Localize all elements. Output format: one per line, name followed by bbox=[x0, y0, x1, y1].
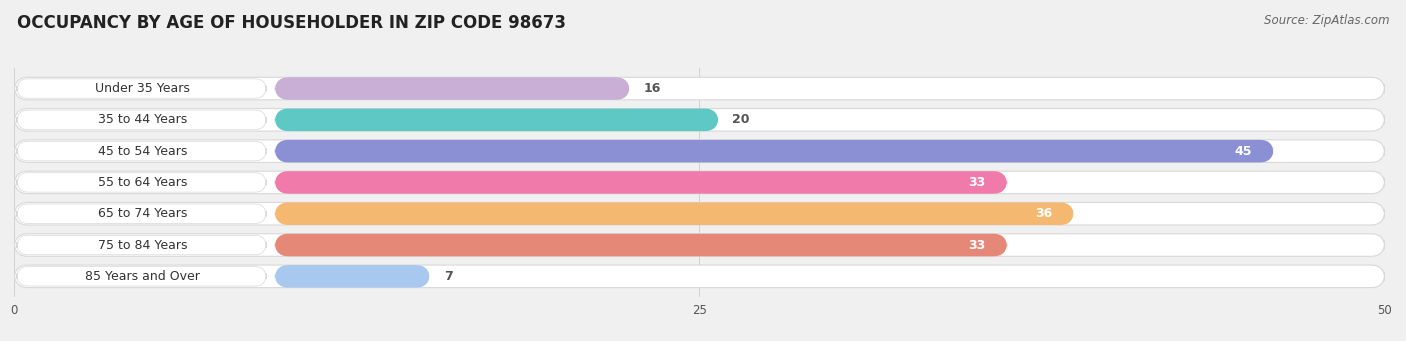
FancyBboxPatch shape bbox=[274, 108, 718, 131]
FancyBboxPatch shape bbox=[14, 234, 1385, 256]
FancyBboxPatch shape bbox=[17, 267, 266, 286]
FancyBboxPatch shape bbox=[17, 110, 266, 130]
Text: 45: 45 bbox=[1234, 145, 1251, 158]
Text: 75 to 84 Years: 75 to 84 Years bbox=[98, 239, 187, 252]
FancyBboxPatch shape bbox=[274, 171, 1007, 194]
FancyBboxPatch shape bbox=[14, 265, 1385, 287]
FancyBboxPatch shape bbox=[17, 173, 266, 192]
Text: 45 to 54 Years: 45 to 54 Years bbox=[98, 145, 187, 158]
FancyBboxPatch shape bbox=[14, 140, 1385, 162]
FancyBboxPatch shape bbox=[14, 77, 1385, 100]
Text: 85 Years and Over: 85 Years and Over bbox=[86, 270, 201, 283]
Text: 7: 7 bbox=[444, 270, 453, 283]
FancyBboxPatch shape bbox=[274, 140, 1274, 162]
FancyBboxPatch shape bbox=[274, 234, 1007, 256]
FancyBboxPatch shape bbox=[14, 108, 1385, 131]
Text: 35 to 44 Years: 35 to 44 Years bbox=[98, 113, 187, 126]
Text: 16: 16 bbox=[644, 82, 661, 95]
Text: Under 35 Years: Under 35 Years bbox=[96, 82, 190, 95]
FancyBboxPatch shape bbox=[17, 204, 266, 223]
Text: OCCUPANCY BY AGE OF HOUSEHOLDER IN ZIP CODE 98673: OCCUPANCY BY AGE OF HOUSEHOLDER IN ZIP C… bbox=[17, 14, 565, 32]
Text: 55 to 64 Years: 55 to 64 Years bbox=[98, 176, 187, 189]
Text: 33: 33 bbox=[969, 239, 986, 252]
FancyBboxPatch shape bbox=[14, 171, 1385, 194]
Text: 36: 36 bbox=[1035, 207, 1052, 220]
FancyBboxPatch shape bbox=[14, 203, 1385, 225]
FancyBboxPatch shape bbox=[274, 77, 630, 100]
FancyBboxPatch shape bbox=[17, 235, 266, 255]
Text: 65 to 74 Years: 65 to 74 Years bbox=[98, 207, 187, 220]
FancyBboxPatch shape bbox=[274, 265, 430, 287]
Text: 33: 33 bbox=[969, 176, 986, 189]
FancyBboxPatch shape bbox=[17, 142, 266, 161]
Text: 20: 20 bbox=[733, 113, 749, 126]
FancyBboxPatch shape bbox=[274, 203, 1074, 225]
Text: Source: ZipAtlas.com: Source: ZipAtlas.com bbox=[1264, 14, 1389, 27]
FancyBboxPatch shape bbox=[17, 79, 266, 98]
